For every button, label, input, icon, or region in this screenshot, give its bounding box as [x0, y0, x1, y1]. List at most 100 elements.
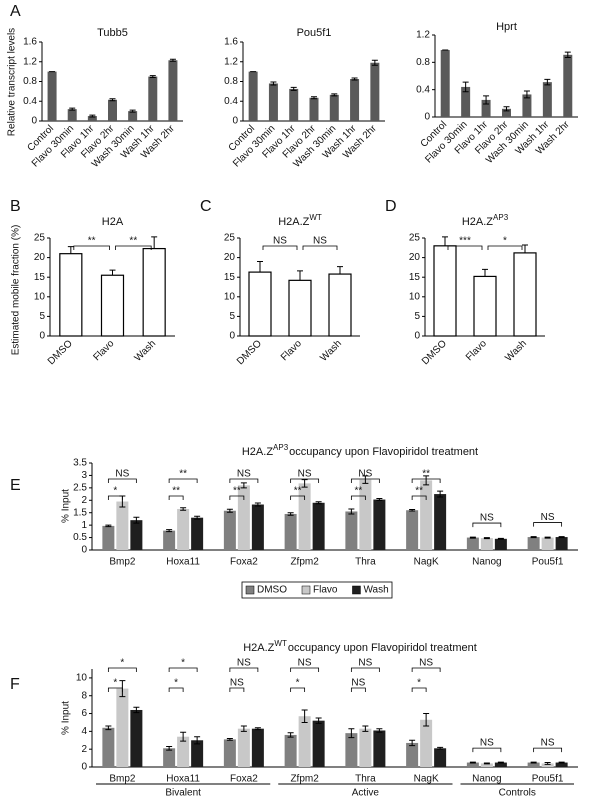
chart-title: Pou5f1: [297, 27, 332, 39]
legend-swatch: [301, 585, 311, 595]
error-bar: [530, 761, 537, 764]
significance-label: *: [174, 678, 178, 689]
error-bar: [544, 762, 551, 765]
y-tick-label: 2: [81, 744, 87, 755]
y-tick-label: 15: [409, 272, 421, 283]
error-bar: [544, 536, 551, 539]
error-bar: [558, 761, 565, 764]
y-axis-label: Relative transcript levels: [7, 28, 18, 136]
error-bar: [558, 536, 565, 539]
error-bar: [180, 507, 187, 511]
bar: [284, 513, 297, 550]
bar: [288, 279, 312, 337]
y-tick-label: 20: [409, 252, 421, 263]
y-tick-label: 3: [81, 470, 87, 481]
error-bar: [337, 266, 343, 275]
significance-label: NS: [230, 678, 244, 689]
bar: [555, 537, 568, 550]
bar: [433, 245, 457, 337]
y-tick-label: 20: [224, 252, 236, 263]
error-bar: [423, 713, 430, 727]
error-bar: [105, 524, 112, 528]
x-tick-label: Zfpm2: [290, 774, 319, 785]
error-bar: [109, 98, 116, 102]
x-tick-label: Hoxa11: [166, 557, 200, 568]
error-bar: [226, 508, 233, 513]
significance-bracket: [229, 667, 259, 672]
y-tick-label: 0.4: [23, 96, 37, 107]
significance-label: *: [113, 678, 117, 689]
bar: [359, 728, 372, 767]
y-tick-label: 10: [34, 291, 46, 302]
significance-label: **: [354, 486, 362, 497]
significance-bracket: [411, 667, 441, 672]
error-bar: [67, 246, 74, 254]
bar: [223, 739, 236, 767]
significance-bracket: [168, 495, 184, 500]
significance-label: NS: [541, 738, 555, 749]
bar: [130, 709, 143, 767]
bar: [345, 511, 358, 550]
error-bar: [376, 728, 383, 733]
significance-bracket: [472, 522, 502, 528]
bar: [480, 763, 493, 767]
panel-letter: F: [10, 676, 20, 693]
bar: [420, 480, 433, 550]
x-tick-label: Nanog: [472, 774, 501, 785]
y-tick-label: 0.8: [23, 76, 37, 87]
x-tick-label: Pou5f1: [532, 557, 564, 568]
bar: [345, 733, 358, 767]
bar: [237, 728, 250, 767]
error-bar: [522, 244, 528, 253]
error-bar: [240, 725, 247, 732]
error-bar: [129, 109, 136, 113]
x-tick-label: Thra: [355, 774, 376, 785]
y-tick-label: 0.4: [224, 96, 238, 107]
x-tick-label: Foxa2: [230, 774, 258, 785]
significance-bracket: [472, 747, 502, 753]
error-bar: [437, 746, 444, 750]
error-bar: [442, 236, 448, 246]
bar: [434, 494, 447, 550]
significance-bracket: [229, 687, 245, 692]
bar: [373, 730, 386, 767]
bar: [329, 94, 339, 121]
bar: [59, 253, 83, 337]
bar: [527, 537, 540, 550]
error-bar: [409, 739, 416, 747]
title-main: H2A.Z: [243, 642, 274, 654]
y-tick-label: 0: [81, 545, 87, 556]
error-bar: [348, 728, 355, 739]
error-bar: [297, 270, 303, 281]
title-main: Pou5f1: [297, 27, 332, 39]
y-axis-label: % Input: [61, 489, 72, 523]
legend-swatch: [352, 585, 361, 595]
bar: [116, 688, 129, 767]
significance-label: NS: [237, 658, 251, 669]
y-tick-label: 5: [229, 311, 235, 322]
y-tick-label: 1.6: [224, 37, 238, 48]
y-tick-label: 25: [409, 233, 421, 244]
bar: [298, 716, 311, 767]
significance-label: *: [120, 658, 124, 669]
bar: [359, 479, 372, 550]
significance-bracket: [350, 687, 366, 692]
y-tick-label: 4: [81, 726, 87, 737]
bar: [268, 83, 278, 121]
x-tick-label: NagK: [414, 774, 439, 785]
significance-bracket: [107, 478, 137, 483]
bar: [251, 728, 264, 767]
bar: [251, 504, 264, 550]
significance-bracket: [107, 667, 137, 672]
x-tick-label: Foxa2: [230, 557, 258, 568]
bar: [481, 99, 491, 117]
bar: [248, 71, 258, 121]
bar: [191, 740, 204, 767]
error-bar: [257, 261, 263, 273]
significance-bracket: [533, 747, 563, 753]
x-tick-label: Flavo: [279, 338, 304, 363]
bar: [328, 273, 352, 337]
chart-panel: F H2A.ZWToccupancy upon Flavopiridol trea…: [10, 639, 578, 799]
significance-bracket: [229, 495, 245, 500]
